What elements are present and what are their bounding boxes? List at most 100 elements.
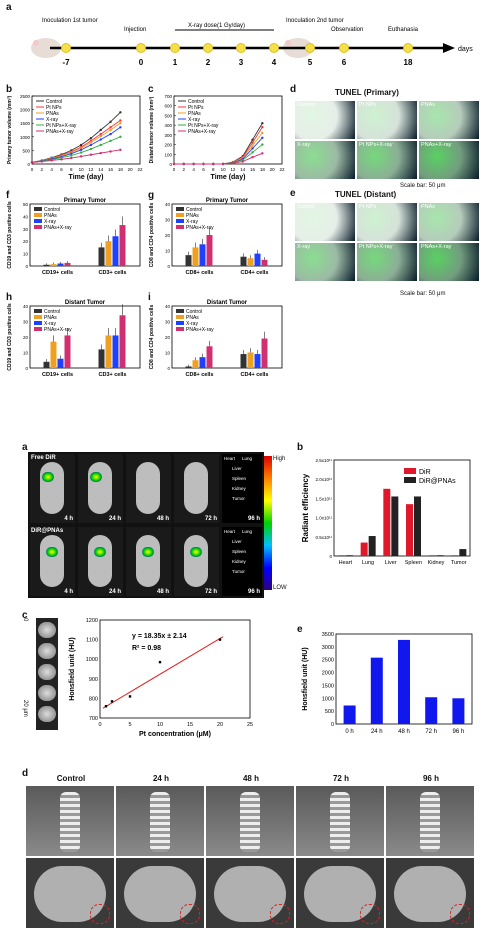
- skeleton-shape: [330, 792, 350, 852]
- y-tick-label: 2000: [322, 671, 334, 677]
- x-category-label: 96 h: [453, 729, 465, 735]
- data-point: [251, 147, 254, 150]
- data-point: [89, 141, 93, 144]
- bar: [346, 555, 353, 556]
- legend-label: PNAs: [46, 111, 59, 117]
- fluorescence-signal: [90, 472, 102, 482]
- x-tick-label: 0: [173, 167, 176, 172]
- y-tick-label: 2.5x10¹¹: [315, 458, 332, 463]
- y-tick-label: 2000: [20, 108, 31, 113]
- chart-title: Primary Tumor: [206, 198, 249, 204]
- data-point: [104, 705, 108, 708]
- legend-swatch: [34, 321, 42, 325]
- y-tick-label: 40: [23, 304, 29, 309]
- tumor-highlight-circle: [360, 904, 380, 924]
- legend-label: X-ray: [44, 219, 56, 225]
- x-category-label: Tumor: [451, 560, 467, 566]
- tunel-image: PNAs+X-ray: [418, 140, 480, 180]
- legend-label: PNAs: [44, 213, 57, 219]
- series-line: [174, 152, 263, 165]
- timeline: -7 0 1 2 3 4 5 6 18 Inoculation 1st tumor Inject…: [31, 18, 473, 67]
- tunel-group-label: Pt NPs+X-ray: [359, 142, 393, 148]
- y-tick-label: 30: [23, 227, 29, 232]
- data-point: [231, 162, 235, 165]
- series-line: [174, 137, 263, 165]
- bar: [112, 335, 119, 368]
- chart-title: Distant Tumor: [207, 300, 248, 306]
- timeline-dot: [170, 43, 180, 53]
- r-squared: R² = 0.98: [132, 645, 161, 652]
- y-axis-label: Primary tumor volume (mm³): [7, 95, 13, 164]
- ct-column-title: 24 h: [152, 774, 169, 783]
- x-axis-label: Time (day): [69, 174, 104, 181]
- time-label: 4 h: [64, 516, 73, 522]
- data-point: [261, 136, 264, 139]
- panel-label-b: b: [6, 84, 13, 95]
- organ-label: Kidney: [232, 486, 246, 491]
- x-tick-label: 4: [50, 167, 53, 172]
- tunel-group-label: PNAs+X-ray: [421, 142, 452, 148]
- y-tick-label: 200: [164, 143, 172, 148]
- ct-phantom: [38, 706, 56, 722]
- y-tick-label: 600: [164, 104, 172, 109]
- ct-cross-section-image: [296, 858, 384, 928]
- mouse-silhouette: [136, 462, 160, 514]
- y-tick-label: 1.5x10¹¹: [315, 496, 332, 501]
- chart-g-primary-cd8-cd4: 0 10 20 30 40 Primary Tumor CD8 and CD4 positi…: [149, 198, 283, 276]
- bar: [391, 496, 399, 556]
- plot-frame: [29, 305, 141, 369]
- bar: [360, 542, 368, 556]
- x-category-label: Liver: [385, 560, 397, 566]
- bar: [199, 357, 206, 368]
- plot-frame: [29, 203, 141, 267]
- timeline-dot: [136, 43, 146, 53]
- time-label: 72 h: [204, 516, 217, 522]
- legend-label: PNAs+X-ray: [186, 225, 214, 231]
- event-injection: Injection: [124, 27, 146, 33]
- data-point: [202, 162, 205, 166]
- free-dir-label: Free DiR: [31, 455, 56, 461]
- legend-label: DiR: [419, 469, 431, 476]
- data-point: [70, 156, 73, 160]
- timeline-day-label: 18: [404, 58, 413, 67]
- x-category-label: Kidney: [428, 560, 445, 566]
- legend-swatch: [176, 315, 184, 319]
- organ-label: Spleen: [232, 549, 247, 554]
- organ-label: Heart: [224, 529, 236, 534]
- y-tick-label: 700: [89, 716, 98, 722]
- timeline-day-label: 2: [206, 58, 211, 67]
- y-axis-label: Honsfield unit (HU): [69, 637, 76, 700]
- x-tick-label: 4: [192, 167, 195, 172]
- mouse-image: 48 h: [126, 454, 171, 523]
- x-tick-label: 14: [240, 167, 246, 172]
- y-tick-label: 800: [89, 696, 98, 702]
- bar: [43, 361, 50, 368]
- chart-hu-time: 0 500 1000 1500 2000 2500 3000 3500 Honsfield un…: [302, 632, 473, 735]
- legend-swatch: [34, 213, 42, 217]
- panel-label-f: f: [6, 190, 10, 201]
- bar: [428, 555, 436, 556]
- timeline-dot: [305, 43, 315, 53]
- legend-label: Control: [186, 309, 202, 315]
- bar: [240, 256, 247, 266]
- tunel-distant-scale: Scale bar: 50 μm: [400, 291, 446, 297]
- timeline-day-label: 6: [342, 58, 347, 67]
- mouse-silhouette: [88, 462, 112, 514]
- mouse-image: 24 h: [78, 527, 123, 596]
- mouse-silhouette: [88, 535, 112, 587]
- organ-label: Lung: [242, 529, 253, 534]
- y-axis-label: CD8 and CD4 positive cells: [149, 305, 155, 370]
- tunel-group-label: Pt NPs: [359, 204, 377, 210]
- data-point: [60, 158, 63, 161]
- x-tick-label: 10: [221, 167, 227, 172]
- y-tick-label: 2500: [322, 658, 334, 664]
- chart-title: Primary Tumor: [64, 198, 107, 204]
- timeline-dot: [203, 43, 213, 53]
- tumor-highlight-circle: [450, 904, 470, 924]
- legend-label: PNAs+X-ray: [46, 129, 74, 135]
- bar: [50, 264, 57, 266]
- data-point: [251, 138, 254, 141]
- mouse-silhouette: [184, 462, 208, 514]
- legend-swatch: [176, 327, 184, 331]
- legend-label: PNAs+X-ray: [186, 327, 214, 333]
